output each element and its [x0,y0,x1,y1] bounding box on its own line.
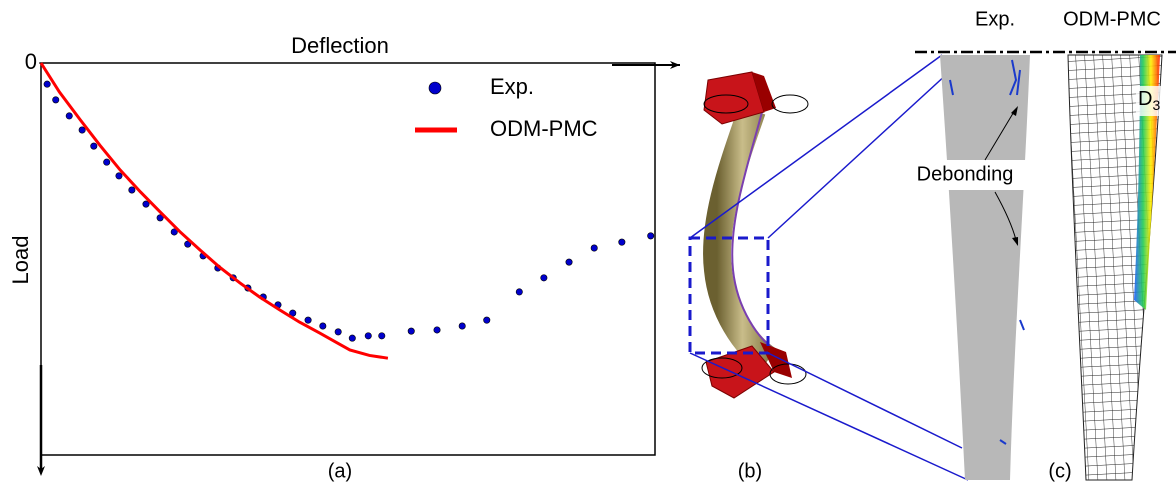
legend-label: Exp. [490,74,534,99]
page: {"chart_data": {"type": "line", "x_label… [0,0,1176,490]
panel-label: (a) [328,460,352,482]
data-point [44,81,50,87]
data-point [91,143,97,149]
panel-header: Exp. [975,8,1015,30]
data-point [459,323,465,329]
data-point [408,328,414,334]
data-point [591,245,597,251]
data-point [541,275,547,281]
data-line [41,63,388,358]
data-point [434,327,440,333]
data-point [335,329,341,335]
data-point [379,333,385,339]
legend-label: ODM-PMC [490,116,598,141]
damage-label-base: D [1138,88,1152,110]
figure: Deflection Load D3 Debonding E [0,0,1176,490]
data-point [619,239,625,245]
data-point [53,97,59,103]
data-point [320,323,326,329]
legend-marker [429,82,441,94]
data-point [79,127,85,133]
data-point [103,159,109,165]
damage-label-subscript: 3 [1152,97,1160,113]
data-point [116,173,122,179]
beam [717,110,768,360]
beam-model [690,55,968,480]
panel-label: (c) [1048,460,1071,482]
x-axis-label: Deflection [291,33,389,58]
y-tick-label: 0 [25,49,37,74]
annotation: Debonding [917,163,1014,185]
data-point [66,113,72,119]
data-point [648,233,654,239]
panel-header: ODM-PMC [1063,8,1161,30]
data-point [484,317,490,323]
data-point [365,333,371,339]
data-point [305,317,311,323]
data-point [566,259,572,265]
panel-label: (b) [738,460,762,482]
damage-comparison: D3 Debonding Exp. ODM-PMC [905,8,1176,480]
data-point [129,187,135,193]
data-point [349,335,355,341]
axes: Deflection Load [8,33,680,476]
rotation-arrow [772,95,808,113]
experiment-specimen [940,55,1030,480]
y-axis-label: Load [8,236,33,285]
data-point [516,289,522,295]
